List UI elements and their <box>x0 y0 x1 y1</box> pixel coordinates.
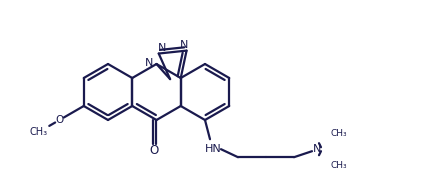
Text: N: N <box>145 58 154 68</box>
Text: CH₃: CH₃ <box>331 129 347 138</box>
Text: CH₃: CH₃ <box>331 161 347 170</box>
Text: CH₃: CH₃ <box>30 127 48 137</box>
Text: HN: HN <box>205 144 222 154</box>
Text: N: N <box>179 40 188 50</box>
Text: N: N <box>313 144 321 154</box>
Text: N: N <box>157 43 166 53</box>
Text: O: O <box>150 144 159 157</box>
Text: O: O <box>55 115 64 125</box>
